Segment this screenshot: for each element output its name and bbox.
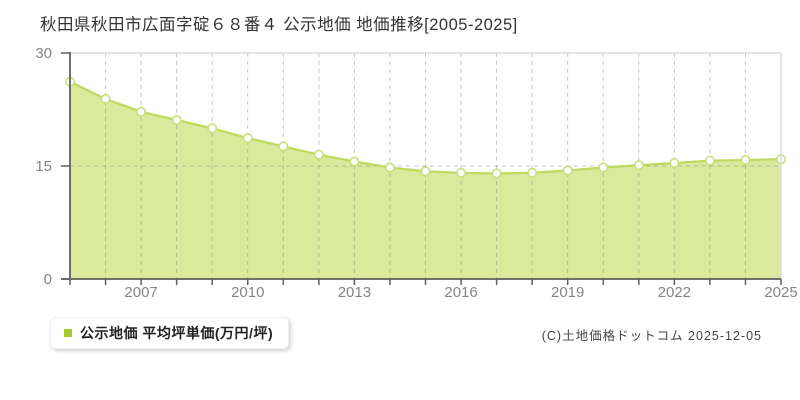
x-tick-label-2007: 2007 [124, 284, 157, 301]
data-point-2021 [633, 160, 644, 171]
data-point-2016 [456, 167, 467, 178]
data-point-2022 [669, 158, 680, 169]
page-title: 秋田県秋田市広面字碇６８番４ 公示地価 地価推移[2005-2025] [40, 16, 518, 34]
x-tick-label-2010: 2010 [231, 284, 264, 301]
x-tick-label-2013: 2013 [338, 284, 371, 301]
y-tick-label-30: 30 [35, 45, 52, 62]
data-point-2007 [136, 106, 147, 117]
x-tick-label-2016: 2016 [444, 284, 477, 301]
data-point-2017 [491, 168, 502, 179]
data-point-2010 [242, 133, 253, 144]
legend-label: 公示地価 平均坪単価(万円/坪) [80, 325, 274, 341]
data-point-2015 [420, 166, 431, 177]
data-point-2019 [562, 165, 573, 176]
data-point-2024 [740, 155, 751, 166]
data-point-2009 [207, 123, 218, 134]
data-point-2012 [313, 149, 324, 160]
data-point-2006 [100, 94, 111, 105]
legend: 公示地価 平均坪単価(万円/坪) [50, 317, 290, 349]
data-point-2011 [278, 141, 289, 152]
copyright-text: (C)土地価格ドットコム 2025-12-05 [541, 329, 762, 343]
y-tick-label-0: 0 [44, 271, 52, 288]
x-tick-label-2022: 2022 [658, 284, 691, 301]
data-point-2023 [704, 155, 715, 166]
data-point-2008 [171, 115, 182, 126]
legend-marker-icon [64, 329, 72, 337]
data-point-2013 [349, 156, 360, 167]
x-tick-label-2019: 2019 [551, 284, 584, 301]
y-tick-label-15: 15 [35, 158, 52, 175]
x-tick-label-2025: 2025 [764, 284, 797, 301]
data-point-2018 [527, 167, 538, 178]
data-point-2014 [384, 162, 395, 173]
data-point-2020 [598, 162, 609, 173]
